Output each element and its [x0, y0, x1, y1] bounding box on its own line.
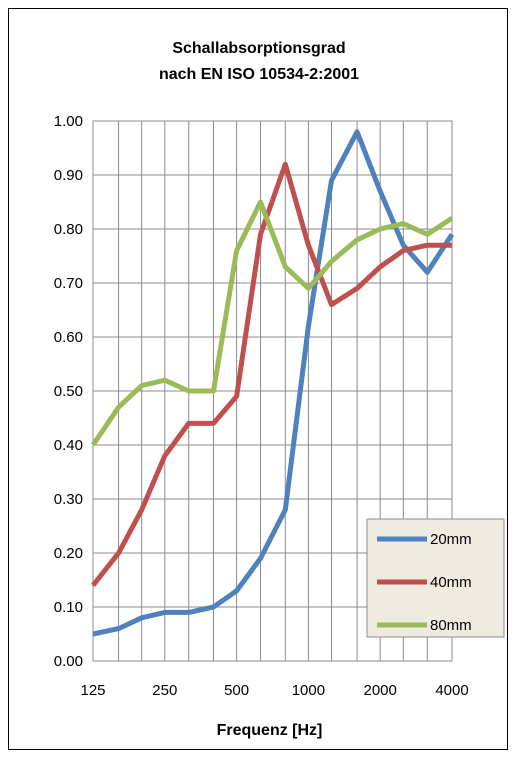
y-tick-label: 0.70	[54, 275, 83, 292]
x-tick-label: 500	[224, 682, 249, 699]
chart-title-line1: Schallabsorptionsgrad	[172, 40, 346, 57]
x-tick-label: 4000	[435, 682, 468, 699]
x-tick-label: 250	[152, 682, 177, 699]
x-tick-label: 2000	[364, 682, 397, 699]
x-tick-label: 1000	[292, 682, 325, 699]
y-tick-label: 0.10	[54, 599, 83, 616]
plot-area	[92, 120, 453, 662]
series-line-40mm	[91, 161, 452, 587]
y-tick-label: 0.40	[54, 437, 83, 454]
y-tick-label: 1.00	[54, 113, 83, 130]
y-tick-label: 0.80	[54, 221, 83, 238]
series-line-80mm	[90, 199, 454, 447]
y-tick-label: 0.30	[54, 491, 83, 508]
legend-label-20mm: 20mm	[430, 531, 472, 548]
y-tick-label: 0.00	[54, 653, 83, 670]
x-axis-label: Frequenz [Hz]	[217, 722, 323, 739]
chart-title-line2: nach EN ISO 10534-2:2001	[158, 66, 360, 83]
y-tick-label: 0.50	[54, 383, 83, 400]
y-tick-label: 0.20	[54, 545, 83, 562]
legend-label-40mm: 40mm	[430, 574, 472, 591]
x-tick-label: 125	[80, 682, 105, 699]
y-tick-label: 0.90	[54, 167, 83, 184]
series-line-20mm	[92, 129, 455, 637]
legend-label-80mm: 80mm	[430, 617, 472, 634]
y-tick-label: 0.60	[54, 329, 83, 346]
